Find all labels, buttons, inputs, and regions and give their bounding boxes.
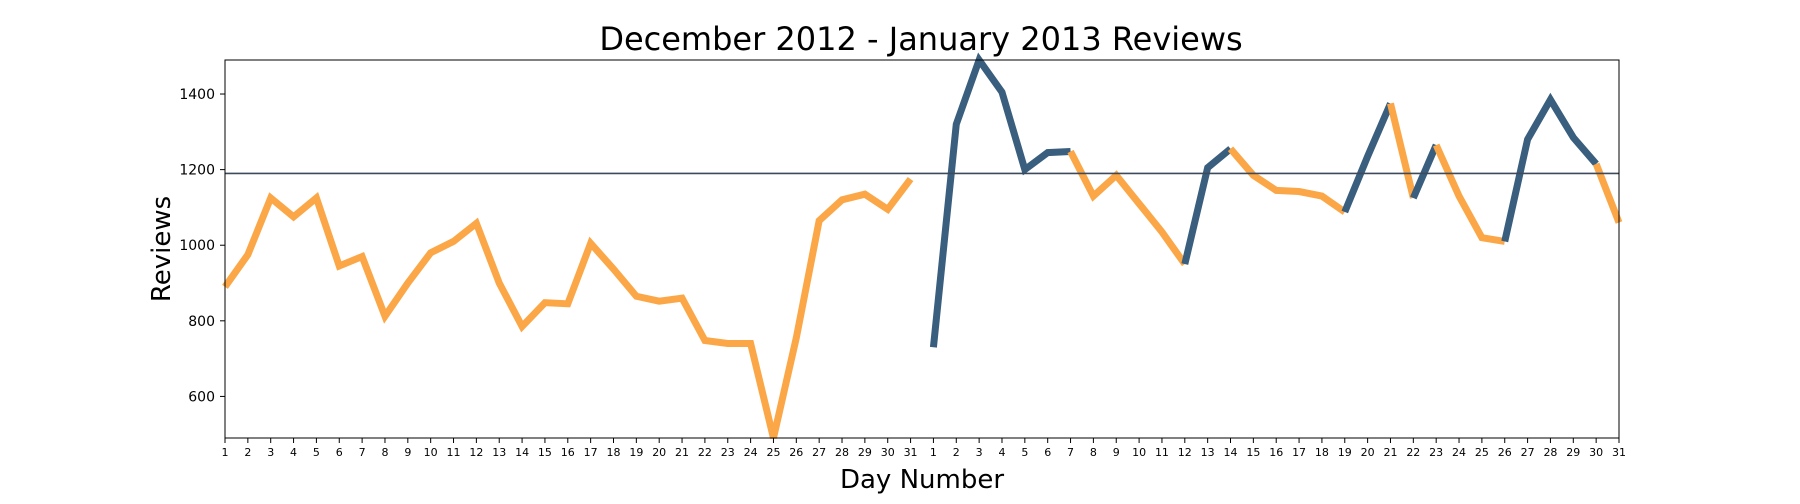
x-tick-label: 2 <box>244 446 251 459</box>
series-segment-8-above <box>1410 143 1440 200</box>
series-segment-2-above <box>929 52 1071 348</box>
series-segment-6-above <box>1341 102 1394 214</box>
x-tick-label: 11 <box>447 446 461 459</box>
x-tick-label: 5 <box>313 446 320 459</box>
x-tick-label: 15 <box>1246 446 1260 459</box>
x-tick-label: 21 <box>675 446 689 459</box>
x-tick-label: 29 <box>1566 446 1580 459</box>
x-tick-label: 21 <box>1383 446 1397 459</box>
x-tick-label: 14 <box>1224 446 1238 459</box>
x-tick-label: 6 <box>336 446 343 459</box>
x-tick-label: 7 <box>1067 446 1074 459</box>
x-tick-label: 3 <box>976 446 983 459</box>
x-tick-label: 20 <box>1361 446 1375 459</box>
x-tick-label: 15 <box>538 446 552 459</box>
x-tick-label: 27 <box>812 446 826 459</box>
y-tick-label: 600 <box>188 389 215 405</box>
x-tick-label: 12 <box>1178 446 1192 459</box>
x-tick-label: 11 <box>1155 446 1169 459</box>
x-tick-label: 31 <box>1612 446 1626 459</box>
x-tick-label: 22 <box>1406 446 1420 459</box>
x-tick-label: 26 <box>789 446 803 459</box>
x-tick-label: 13 <box>492 446 506 459</box>
y-axis: 600 800 1000 1200 1400 <box>179 87 225 405</box>
x-tick-label: 9 <box>1113 446 1120 459</box>
x-tick-label: 23 <box>1429 446 1443 459</box>
x-axis-label: Day Number <box>840 465 1004 495</box>
x-tick-label: 28 <box>835 446 849 459</box>
x-tick-label: 4 <box>998 446 1005 459</box>
series-segment-4-above <box>1181 146 1233 265</box>
plot-frame <box>224 59 1620 439</box>
series-segment-3-below <box>1067 149 1188 267</box>
x-tick-label: 1 <box>222 446 229 459</box>
x-tick-label: 2 <box>953 446 960 459</box>
x-tick-label: 25 <box>1475 446 1489 459</box>
x-tick-label: 6 <box>1044 446 1051 459</box>
x-tick-label: 16 <box>1269 446 1283 459</box>
x-tick-label: 25 <box>766 446 780 459</box>
x-tick-label: 24 <box>744 446 758 459</box>
x-tick-label: 19 <box>1338 446 1352 459</box>
x-axis: 1 2 3 4 5 6 7 8 9 10 11 12 13 14 15 16 17 18 19 20 21 22 23 24 2… <box>222 438 1626 459</box>
series-segment-10-above <box>1501 92 1599 243</box>
x-tick-label: 10 <box>1132 446 1146 459</box>
x-tick-label: 8 <box>381 446 388 459</box>
x-tick-label: 23 <box>721 446 735 459</box>
x-tick-label: 30 <box>1589 446 1603 459</box>
x-tick-label: 18 <box>1315 446 1329 459</box>
y-tick-label: 1200 <box>179 163 215 179</box>
x-tick-label: 7 <box>359 446 366 459</box>
series-segment-7-below <box>1387 102 1417 199</box>
x-tick-label: 1 <box>930 446 937 459</box>
x-tick-label: 13 <box>1201 446 1215 459</box>
x-tick-label: 5 <box>1021 446 1028 459</box>
y-axis-label: Reviews <box>147 196 177 302</box>
x-tick-label: 10 <box>424 446 438 459</box>
x-tick-label: 24 <box>1452 446 1466 459</box>
x-tick-label: 20 <box>652 446 666 459</box>
y-tick-label: 1400 <box>179 87 215 103</box>
series-layer <box>222 52 1623 439</box>
x-tick-label: 27 <box>1521 446 1535 459</box>
x-tick-label: 3 <box>267 446 274 459</box>
series-segment-1-below <box>222 176 914 439</box>
x-tick-label: 18 <box>606 446 620 459</box>
chart-title: December 2012 - January 2013 Reviews <box>599 20 1242 58</box>
x-tick-label: 8 <box>1090 446 1097 459</box>
x-tick-label: 28 <box>1543 446 1557 459</box>
x-tick-label: 26 <box>1498 446 1512 459</box>
x-tick-label: 4 <box>290 446 297 459</box>
x-tick-label: 14 <box>515 446 529 459</box>
x-tick-label: 30 <box>881 446 895 459</box>
x-tick-label: 12 <box>469 446 483 459</box>
x-tick-label: 17 <box>584 446 598 459</box>
x-tick-label: 19 <box>629 446 643 459</box>
series-segment-9-below <box>1432 143 1506 245</box>
x-tick-label: 16 <box>561 446 575 459</box>
series-segment-5-below <box>1227 146 1347 215</box>
y-tick-label: 800 <box>188 314 215 330</box>
x-tick-label: 22 <box>698 446 712 459</box>
x-tick-label: 9 <box>404 446 411 459</box>
x-tick-label: 29 <box>858 446 872 459</box>
x-tick-label: 17 <box>1292 446 1306 459</box>
x-tick-label: 31 <box>904 446 918 459</box>
y-tick-label: 1000 <box>179 238 215 254</box>
